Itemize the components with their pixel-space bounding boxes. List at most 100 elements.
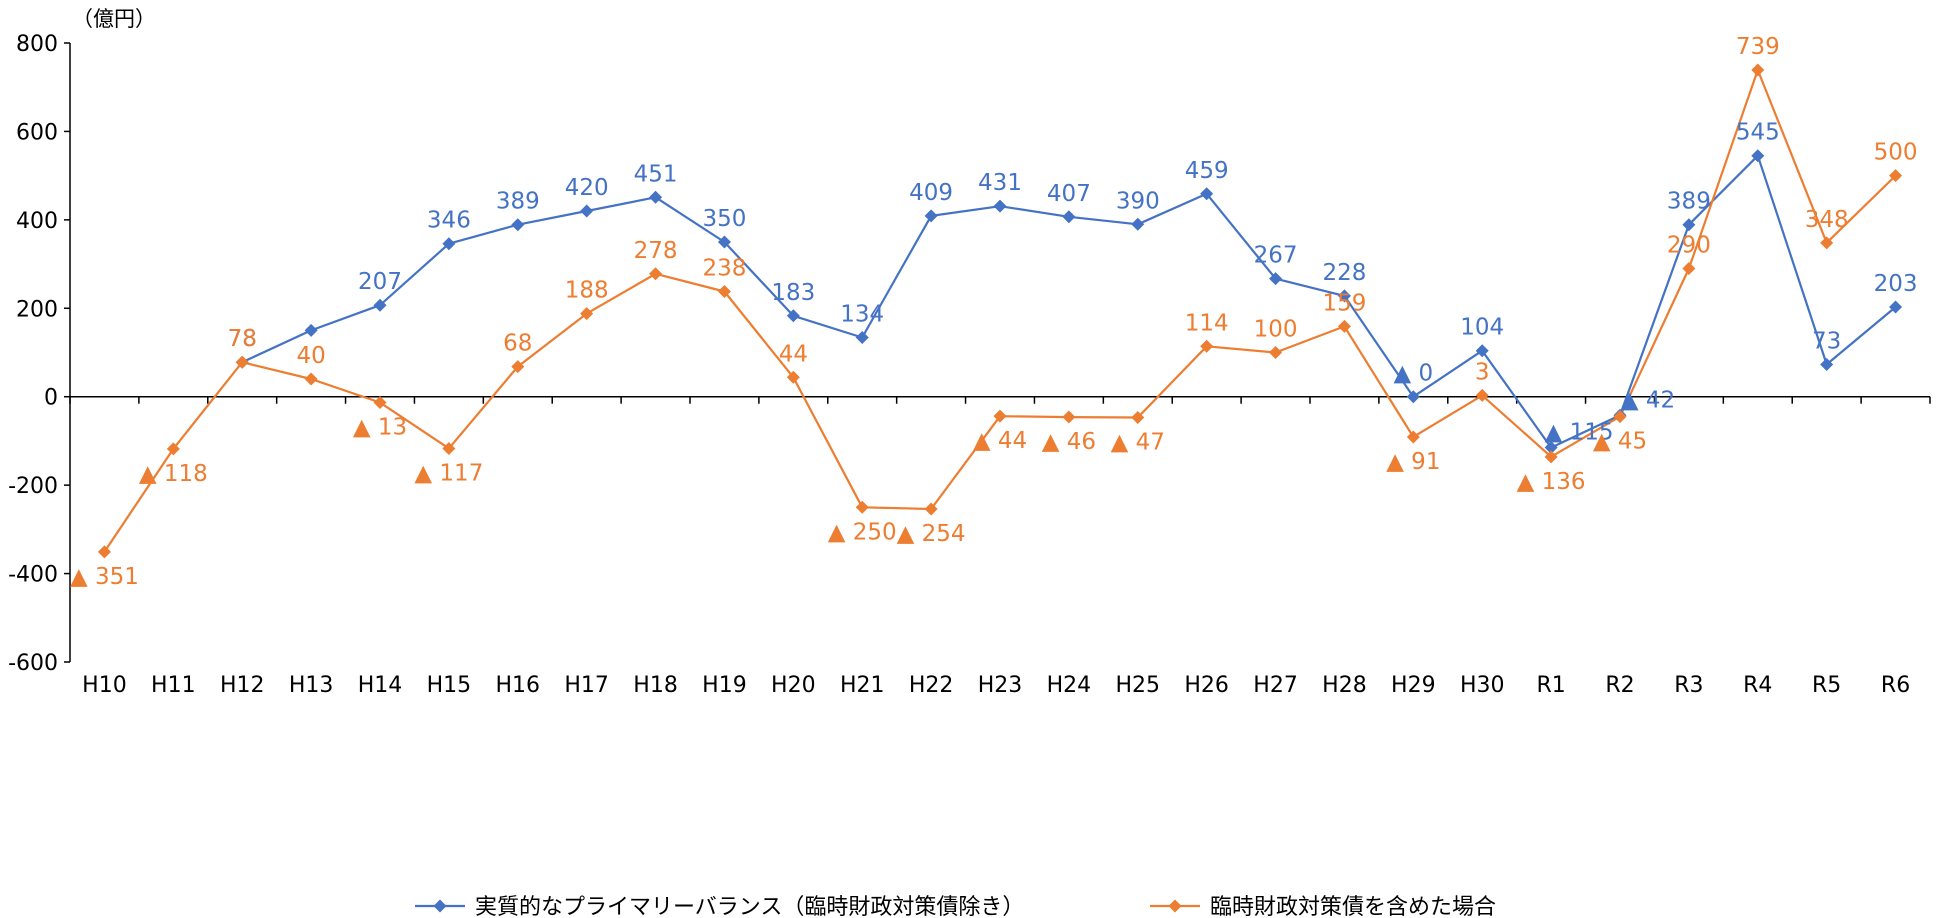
data-point [855,500,869,514]
data-point [511,218,525,232]
data-label: 134 [840,301,884,327]
data-label: ▲ 42 [1621,387,1675,413]
data-point [924,209,938,223]
data-point [1337,319,1351,333]
data-label: ▲ 46 [1042,429,1096,455]
x-tick-label: H12 [220,673,265,698]
data-label: ▲ 118 [139,461,208,487]
data-point [717,284,731,298]
legend: 実質的なプライマリーバランス（臨時財政対策債除き） 臨時財政対策債を含めた場合 [415,895,1496,918]
data-point [1889,169,1903,183]
series-markers [97,63,1903,559]
data-point [1131,217,1145,231]
data-label: 68 [503,331,532,357]
series-lines [103,68,1897,553]
data-point [786,309,800,323]
data-label: ▲ 47 [1111,429,1165,455]
data-point [993,409,1007,423]
data-label: ▲ 351 [70,564,139,590]
legend-item-series-1: 実質的なプライマリーバランス（臨時財政対策債除き） [415,895,1024,918]
data-label: 459 [1185,158,1229,184]
data-label: 228 [1322,260,1366,286]
data-label: 44 [779,341,808,367]
x-tick-label: H26 [1184,673,1229,698]
x-tick-label: R1 [1536,673,1565,698]
data-label: 431 [978,170,1022,196]
data-point [97,545,111,559]
data-label: 420 [565,175,609,201]
data-label: 40 [296,343,325,369]
data-point [442,441,456,455]
data-point [304,323,318,337]
data-label: 545 [1736,120,1780,146]
data-label: ▲ 0 [1394,361,1434,387]
x-tick-label: H27 [1253,673,1298,698]
data-point [1269,272,1283,286]
y-tick-label: -600 [8,651,58,676]
x-tick-label: R6 [1881,673,1910,698]
data-label: 348 [1805,207,1849,233]
x-tick-label: H17 [564,673,609,698]
legend-label-series-2: 臨時財政対策債を含めた場合 [1210,895,1496,918]
data-point [855,330,869,344]
data-label: ▲ 45 [1593,429,1647,455]
data-point [649,190,663,204]
data-point [1889,300,1903,314]
data-label: 159 [1322,290,1366,316]
data-point [235,355,249,369]
data-point [1406,430,1420,444]
data-labels: 78 207 346 389 420 451 350 183 134 409 431 407 390 45… [70,34,1918,590]
data-label: 500 [1874,140,1918,166]
data-point [786,370,800,384]
legend-item-series-2: 臨時財政対策債を含めた場合 [1150,895,1496,918]
data-point [649,267,663,281]
x-tick-label: R3 [1674,673,1703,698]
data-label: ▲ 254 [897,521,966,547]
data-label: 238 [702,255,746,281]
data-label: 407 [1047,181,1091,207]
data-point [993,199,1007,213]
data-point [1613,410,1627,424]
data-label: ▲ 44 [973,428,1027,454]
data-label: 78 [228,326,257,352]
data-point [1544,441,1558,455]
data-label: 183 [771,280,815,306]
y-tick-label: 400 [16,209,58,234]
legend-marker-series-2 [1168,899,1182,913]
data-label: 207 [358,269,402,295]
data-point [1337,289,1351,303]
data-point [1200,187,1214,201]
x-tick-label: H24 [1047,673,1092,698]
x-tick-label: H15 [427,673,472,698]
x-tick-label: H23 [978,673,1023,698]
x-tick-label: R5 [1812,673,1841,698]
data-label: 739 [1736,34,1780,60]
x-tick-label: H30 [1460,673,1505,698]
y-tick-label: 600 [16,120,58,145]
x-tick-label: H25 [1116,673,1161,698]
data-point [580,307,594,321]
data-label: ▲ 115 [1545,420,1614,446]
y-axis-unit-label: （億円） [72,7,156,31]
data-point [511,360,525,374]
data-point [1131,410,1145,424]
data-label: ▲ 117 [414,460,483,486]
data-point [442,237,456,251]
data-label: 188 [565,278,609,304]
data-label: 390 [1116,188,1160,214]
x-tick-label: H18 [633,673,678,698]
data-label: 203 [1874,271,1918,297]
data-label: 73 [1812,328,1841,354]
x-tick-label: H11 [151,673,196,698]
data-point [1544,450,1558,464]
data-label: 78 [228,326,257,352]
x-tick-label: H22 [909,673,954,698]
data-label: 451 [634,161,678,187]
series-line-2 [103,68,1897,553]
data-label: 100 [1254,317,1298,343]
y-tick-labels: 800 600 400 200 0 -200 -400 -600 [8,32,58,676]
x-tick-label: H21 [840,673,885,698]
data-label: 389 [1667,189,1711,215]
x-tick-label: H13 [289,673,334,698]
